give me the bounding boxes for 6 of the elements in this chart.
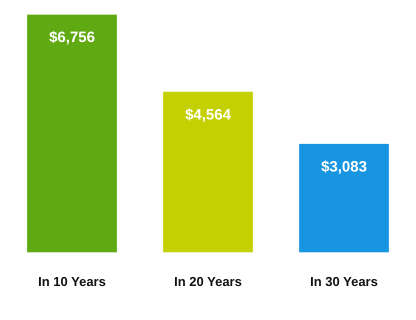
data-label: $4,564: [185, 106, 232, 124]
x-tick-label: In 10 Years: [38, 274, 106, 289]
x-tick-label: In 30 Years: [310, 274, 378, 289]
x-tick-label: In 20 Years: [174, 274, 242, 289]
data-label: $6,756: [49, 29, 95, 46]
data-label: $3,083: [321, 158, 367, 176]
